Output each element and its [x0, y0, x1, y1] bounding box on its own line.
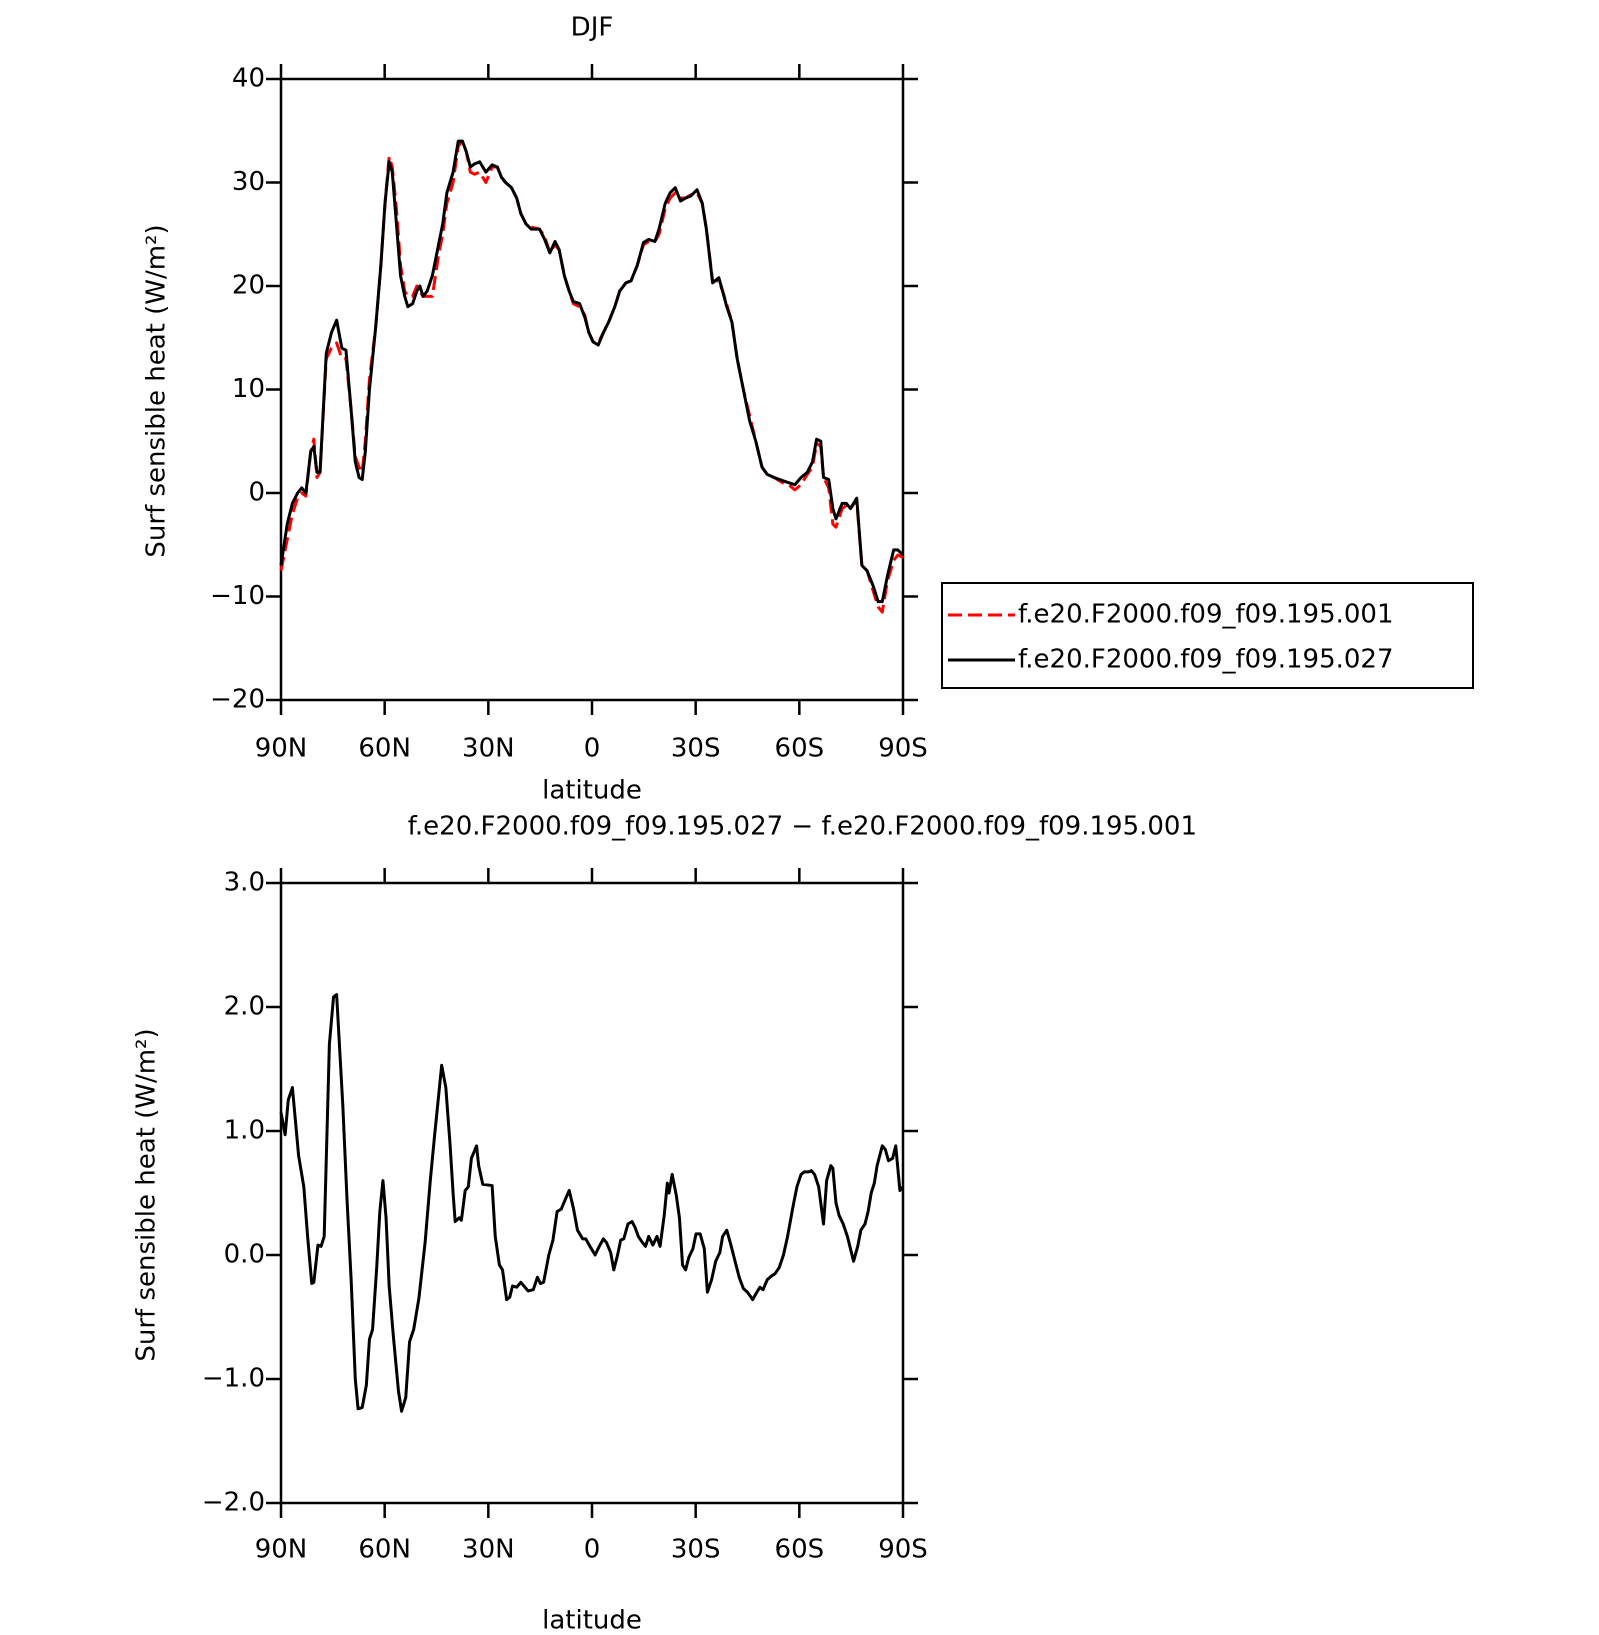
y-tick-label: 3.0: [224, 868, 265, 898]
x-tick-label: 60N: [358, 1535, 411, 1565]
legend: f.e20.F2000.f09_f09.195.001 f.e20.F2000.f…: [941, 582, 1474, 689]
chart-title: DJF: [571, 13, 614, 43]
x-tick-label: 0: [584, 734, 601, 764]
plot-frame: [279, 881, 905, 1505]
x-tick-label: 90S: [878, 1535, 928, 1565]
x-axis-label: latitude: [542, 776, 642, 806]
y-tick-label: 40: [232, 64, 265, 94]
x-tick-label: 60S: [775, 734, 825, 764]
y-tick-label: −20: [210, 685, 265, 715]
y-tick-label: 1.0: [224, 1116, 265, 1146]
x-tick-label: 0: [584, 1535, 601, 1565]
x-axis-label: latitude: [542, 1606, 642, 1635]
panel: DJF latitude Surf sensible heat (W/m²) 40 30…: [142, 13, 1474, 806]
x-tick-label: 60N: [358, 734, 411, 764]
x-tick-label: 30S: [671, 1535, 721, 1565]
x-tick-label: 30S: [671, 734, 721, 764]
y-tick-label: −10: [210, 581, 265, 611]
y-axis-label: Surf sensible heat (W/m²): [132, 1028, 162, 1361]
data-line: [279, 139, 904, 614]
y-tick-label: −2.0: [202, 1488, 265, 1518]
x-tick-label: 30N: [462, 1535, 515, 1565]
legend-label: f.e20.F2000.f09_f09.195.001: [1018, 600, 1394, 630]
y-tick-label: −1.0: [202, 1364, 265, 1394]
y-tick-label: 20: [232, 271, 265, 301]
y-tick-label: 10: [232, 374, 265, 404]
y-tick-label: 0.0: [224, 1240, 265, 1270]
x-tick-label: 90N: [255, 1535, 308, 1565]
x-tick-label: 60S: [775, 1535, 825, 1565]
data-line: [279, 993, 905, 1413]
data-line: [279, 139, 905, 604]
chart-title: f.e20.F2000.f09_f09.195.027 − f.e20.F200…: [408, 812, 1197, 842]
y-tick-label: 30: [232, 167, 265, 197]
y-tick-label: 0: [248, 478, 265, 508]
x-tick-label: 90N: [255, 734, 308, 764]
plot-frame: [279, 77, 905, 702]
y-axis-label: Surf sensible heat (W/m²): [142, 224, 172, 557]
legend-label: f.e20.F2000.f09_f09.195.027: [1018, 645, 1394, 675]
x-tick-label: 90S: [878, 734, 928, 764]
panel: f.e20.F2000.f09_f09.195.027 − f.e20.F200…: [132, 812, 1198, 1635]
x-tick-label: 30N: [462, 734, 515, 764]
legend-box: [941, 582, 1474, 689]
y-tick-label: 2.0: [224, 992, 265, 1022]
